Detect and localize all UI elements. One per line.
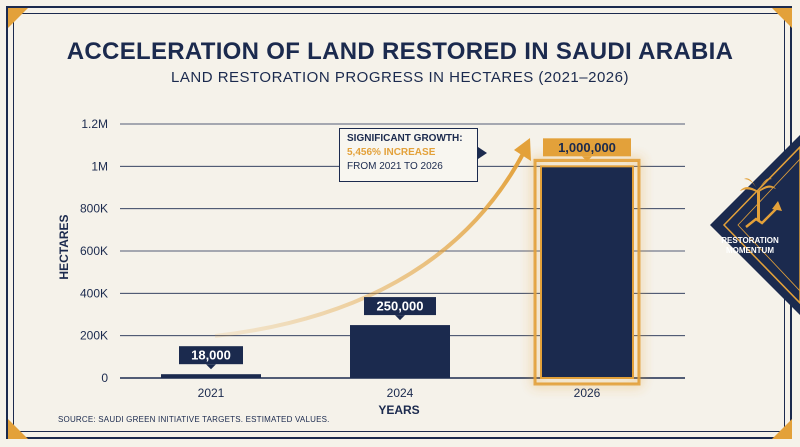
chart-subtitle: LAND RESTORATION PROGRESS IN HECTARES (2… [171, 69, 629, 86]
y-tick-label: 1.2M [81, 117, 108, 131]
y-tick-label: 1M [91, 159, 108, 173]
growth-arrowhead [514, 138, 531, 161]
x-tick-label: 2021 [198, 386, 225, 400]
restoration-momentum-badge [710, 135, 800, 315]
value-label: 18,000 [191, 348, 231, 363]
y-tick-label: 0 [101, 371, 108, 385]
value-badge-pointer [395, 315, 405, 321]
bar [161, 374, 261, 378]
corner-ornament-bottom-right [772, 419, 792, 439]
value-badge-pointer [206, 364, 216, 370]
y-axis-title: HECTARES [57, 214, 71, 279]
value-badge [179, 346, 243, 365]
corner-ornament-top-left [8, 8, 28, 28]
y-tick-label: 800K [80, 202, 108, 216]
x-tick-label: 2024 [387, 386, 414, 400]
corner-ornament-top-right [772, 8, 792, 28]
growth-annotation: SIGNIFICANT GROWTH: 5,456% INCREASE FROM… [339, 128, 478, 182]
bar [540, 165, 634, 379]
bar [350, 325, 450, 378]
corner-ornament-bottom-left [8, 419, 28, 439]
x-axis-title: YEARS [378, 403, 419, 417]
palm-tree-growth-icon [740, 178, 782, 228]
value-badge [364, 297, 436, 316]
growth-arrow [214, 151, 526, 338]
source-note: SOURCE: SAUDI GREEN INITIATIVE TARGETS. … [58, 415, 330, 424]
y-tick-label: 600K [80, 244, 108, 258]
annotation-line-2: 5,456% INCREASE [347, 147, 436, 158]
value-label: 1,000,000 [558, 140, 616, 155]
chart-title: ACCELERATION OF LAND RESTORED IN SAUDI A… [66, 38, 734, 65]
y-tick-label: 200K [80, 329, 108, 343]
annotation-pointer [478, 147, 487, 159]
value-label: 250,000 [377, 299, 424, 314]
side-badge-label-line-1: RESTORATION [721, 236, 779, 245]
value-badge-pointer [582, 156, 592, 162]
x-tick-label: 2026 [574, 386, 601, 400]
value-badge [543, 138, 631, 157]
annotation-line-3: FROM 2021 TO 2026 [347, 161, 443, 172]
y-tick-label: 400K [80, 286, 108, 300]
side-badge-label: RESTORATION MOMENTUM [708, 236, 792, 256]
annotation-line-1: SIGNIFICANT GROWTH: [347, 133, 463, 144]
side-badge-label-line-2: MOMENTUM [726, 246, 774, 255]
